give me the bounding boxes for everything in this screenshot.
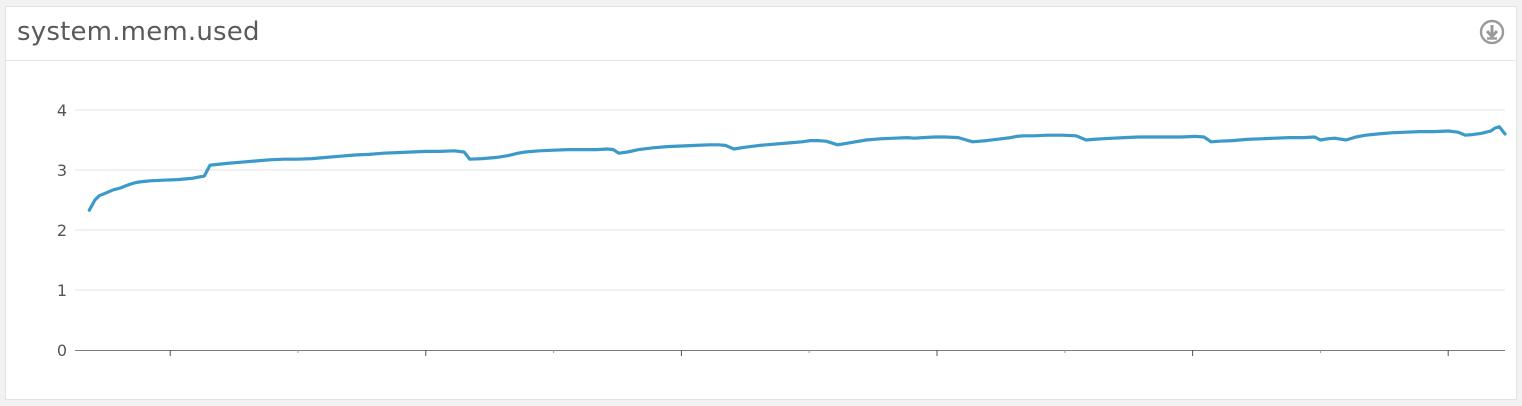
y-tick-label: 2 (57, 221, 67, 240)
series-group (87, 125, 1507, 212)
download-circle-icon[interactable] (1478, 18, 1506, 46)
y-tick-label: 3 (57, 161, 67, 180)
y-tick-label: 4 (57, 101, 67, 120)
x-axis (75, 350, 1505, 356)
widget-title: system.mem.used (17, 17, 260, 47)
series-line (87, 125, 1507, 212)
gridlines (75, 109, 1505, 291)
widget-header: system.mem.used (6, 7, 1516, 61)
y-axis: 0 1 2 3 4 (57, 101, 67, 360)
timeseries-widget: system.mem.used (5, 6, 1517, 400)
y-tick-label: 1 (57, 281, 67, 300)
y-tick-label: 0 (57, 341, 67, 360)
